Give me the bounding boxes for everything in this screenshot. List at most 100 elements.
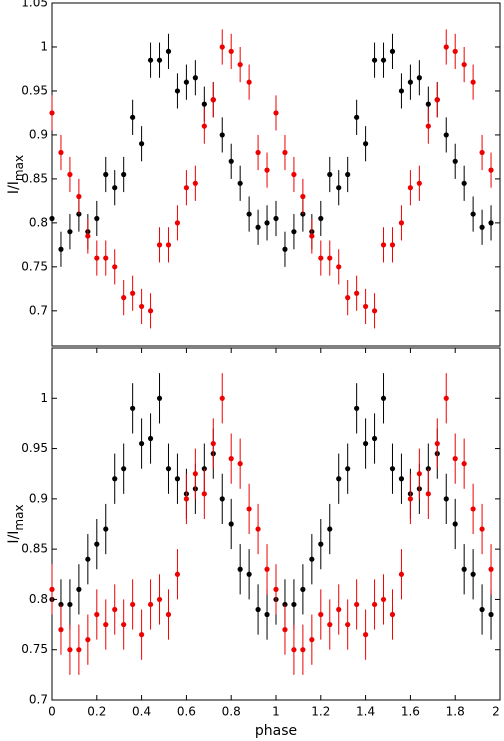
data-point <box>85 233 91 239</box>
y-axis-label-sub: max <box>12 504 26 530</box>
data-point <box>67 647 73 653</box>
y-axis-label: I/Imax <box>6 504 26 543</box>
data-point <box>318 255 324 261</box>
data-point <box>94 215 100 222</box>
data-point <box>291 229 297 235</box>
data-point <box>246 211 252 217</box>
data-point <box>49 215 55 222</box>
data-point <box>58 246 64 252</box>
data-point <box>354 290 360 296</box>
x-tick-label: 0.8 <box>222 705 241 719</box>
data-point <box>291 601 297 608</box>
y-tick-label: 0.7 <box>29 693 48 707</box>
data-point <box>407 79 413 85</box>
data-point <box>255 224 261 230</box>
data-point <box>345 466 351 472</box>
data-point <box>237 461 243 467</box>
data-point <box>398 571 405 577</box>
y-tick-label: 0.7 <box>29 303 48 317</box>
data-point <box>300 193 306 200</box>
data-point <box>130 114 136 120</box>
data-point <box>479 224 485 230</box>
y-tick-label: 0.9 <box>29 127 48 141</box>
data-point <box>174 220 181 226</box>
y-tick-label: 0.8 <box>29 592 48 606</box>
data-point <box>434 97 440 103</box>
data-point <box>264 220 270 226</box>
data-point <box>174 88 181 94</box>
x-tick-label: 1 <box>272 705 280 719</box>
y-tick-label: 0.95 <box>21 441 48 455</box>
data-point <box>461 180 467 186</box>
data-point <box>479 606 485 613</box>
data-point <box>112 264 118 270</box>
data-point <box>443 44 449 50</box>
data-point <box>398 88 405 94</box>
data-point <box>130 405 136 411</box>
y-tick-label: 0.85 <box>21 171 48 185</box>
data-point <box>183 79 189 85</box>
y-tick-label: 0.95 <box>21 83 48 97</box>
data-point <box>112 185 118 191</box>
data-point <box>425 491 431 497</box>
data-point <box>327 526 333 532</box>
data-point <box>309 637 315 643</box>
data-point <box>112 606 118 613</box>
data-point <box>156 242 163 248</box>
plot-frame <box>51 2 501 347</box>
data-point <box>452 48 458 54</box>
data-point <box>300 586 306 592</box>
data-point <box>327 621 333 628</box>
data-point <box>228 48 234 54</box>
data-point <box>228 521 234 527</box>
data-point <box>49 586 55 592</box>
data-point <box>219 132 225 138</box>
y-axis-label-main: I/I <box>6 531 22 544</box>
data-point <box>85 556 91 562</box>
data-point <box>363 303 369 310</box>
data-point <box>165 48 172 54</box>
x-tick-label: 1.8 <box>446 705 465 719</box>
y-tick-label: 0.8 <box>29 215 48 229</box>
data-point <box>246 79 252 85</box>
data-point <box>210 440 216 447</box>
data-point <box>228 158 234 164</box>
data-point <box>76 647 82 653</box>
data-point <box>371 308 378 314</box>
data-point <box>58 149 64 156</box>
data-point <box>443 395 449 401</box>
data-point <box>354 601 360 608</box>
data-point <box>380 57 387 63</box>
data-point <box>461 566 467 572</box>
data-point <box>363 440 369 447</box>
data-point <box>67 171 73 178</box>
data-point <box>130 290 136 296</box>
data-point <box>488 566 494 572</box>
data-point <box>121 171 127 178</box>
data-point <box>336 264 342 270</box>
x-tick-label: 1.2 <box>311 705 330 719</box>
data-point <box>461 61 467 68</box>
y-tick-label: 1 <box>40 391 48 405</box>
data-point <box>488 220 494 226</box>
data-point <box>201 123 207 129</box>
data-point <box>389 242 396 248</box>
x-tick-label: 1.6 <box>401 705 420 719</box>
data-point <box>470 506 476 512</box>
data-point <box>470 79 476 85</box>
data-point <box>327 171 333 178</box>
data-point <box>282 149 288 156</box>
data-point <box>147 308 154 314</box>
data-point <box>147 57 154 63</box>
data-point <box>58 627 64 633</box>
data-point <box>147 601 154 608</box>
data-point <box>416 471 422 477</box>
data-point <box>139 632 145 638</box>
data-point <box>130 601 136 608</box>
data-point <box>112 476 118 482</box>
data-point <box>103 621 109 628</box>
data-point <box>488 611 494 618</box>
data-point <box>85 637 91 643</box>
x-tick-label: 0.4 <box>132 705 151 719</box>
